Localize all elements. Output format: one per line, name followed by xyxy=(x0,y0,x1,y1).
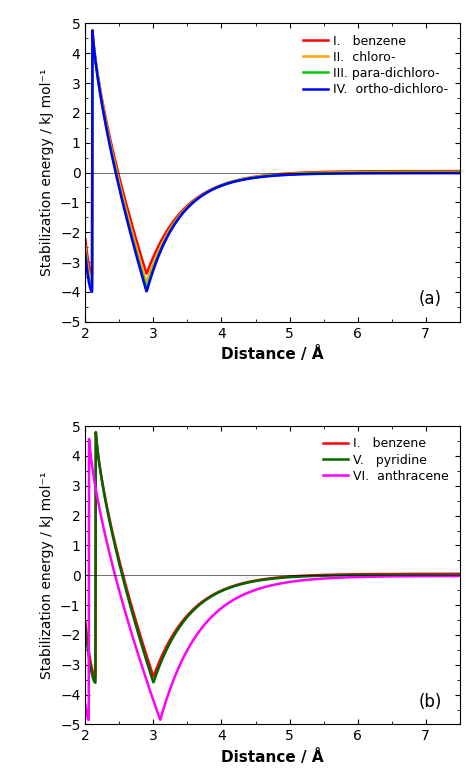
IV.  ortho-dichloro- xyxy=(375,168,381,178)
VI.  anthracene xyxy=(86,435,92,444)
VI.  anthracene xyxy=(375,572,381,581)
Y-axis label: Stabilization energy / kJ mol⁻¹: Stabilization energy / kJ mol⁻¹ xyxy=(40,471,55,679)
VI.  anthracene xyxy=(121,604,127,613)
I.   benzene xyxy=(340,167,346,176)
III. para-dichloro- xyxy=(82,248,88,257)
I.   benzene xyxy=(457,569,463,579)
VI.  anthracene xyxy=(248,587,254,596)
IV.  ortho-dichloro- xyxy=(89,287,95,297)
II.  chloro- xyxy=(90,26,95,35)
II.  chloro- xyxy=(121,198,127,207)
III. para-dichloro- xyxy=(382,168,388,178)
V.   pyridine xyxy=(248,577,254,587)
II.  chloro- xyxy=(340,167,346,177)
Line: V.   pyridine: V. pyridine xyxy=(85,432,460,682)
I.   benzene xyxy=(89,270,95,279)
IV.  ortho-dichloro- xyxy=(235,176,240,185)
IV.  ortho-dichloro- xyxy=(340,169,346,178)
Line: III. para-dichloro-: III. para-dichloro- xyxy=(85,30,460,289)
I.   benzene xyxy=(235,175,240,185)
III. para-dichloro- xyxy=(457,168,463,178)
V.   pyridine xyxy=(235,580,240,590)
V.   pyridine xyxy=(121,579,127,588)
V.   pyridine xyxy=(92,678,98,687)
I.   benzene xyxy=(375,569,381,579)
Line: VI.  anthracene: VI. anthracene xyxy=(85,439,460,720)
IV.  ortho-dichloro- xyxy=(121,204,127,213)
Line: II.  chloro-: II. chloro- xyxy=(85,30,460,283)
I.   benzene xyxy=(340,569,346,579)
I.   benzene xyxy=(92,672,98,682)
III. para-dichloro- xyxy=(235,176,240,185)
IV.  ortho-dichloro- xyxy=(457,168,463,178)
II.  chloro- xyxy=(457,167,463,177)
II.  chloro- xyxy=(382,167,388,177)
IV.  ortho-dichloro- xyxy=(82,250,88,259)
I.   benzene xyxy=(248,173,254,182)
V.   pyridine xyxy=(375,570,381,580)
X-axis label: Distance / Å: Distance / Å xyxy=(221,346,324,362)
I.   benzene xyxy=(235,580,240,590)
I.   benzene xyxy=(121,575,127,584)
II.  chloro- xyxy=(89,278,95,287)
I.   benzene xyxy=(93,428,99,437)
V.   pyridine xyxy=(340,570,346,580)
I.   benzene xyxy=(248,576,254,586)
IV.  ortho-dichloro- xyxy=(90,26,95,35)
Legend: I.   benzene, V.   pyridine, VI.  anthracene: I. benzene, V. pyridine, VI. anthracene xyxy=(318,432,454,488)
IV.  ortho-dichloro- xyxy=(248,174,254,183)
VI.  anthracene xyxy=(340,573,346,582)
I.   benzene xyxy=(382,569,388,579)
I.   benzene xyxy=(457,167,463,176)
III. para-dichloro- xyxy=(340,168,346,178)
Line: IV.  ortho-dichloro-: IV. ortho-dichloro- xyxy=(85,30,460,292)
Text: (a): (a) xyxy=(419,290,442,308)
VI.  anthracene xyxy=(86,715,91,724)
II.  chloro- xyxy=(82,242,88,252)
V.   pyridine xyxy=(457,570,463,580)
V.   pyridine xyxy=(82,622,88,632)
VI.  anthracene xyxy=(382,572,388,581)
II.  chloro- xyxy=(375,167,381,177)
II.  chloro- xyxy=(248,173,254,182)
I.   benzene xyxy=(90,26,95,35)
X-axis label: Distance / Å: Distance / Å xyxy=(221,749,324,765)
VI.  anthracene xyxy=(235,593,240,602)
V.   pyridine xyxy=(93,428,99,437)
III. para-dichloro- xyxy=(89,284,95,294)
III. para-dichloro- xyxy=(375,168,381,178)
Line: I.   benzene: I. benzene xyxy=(85,30,460,274)
III. para-dichloro- xyxy=(121,203,127,212)
II.  chloro- xyxy=(235,176,240,185)
V.   pyridine xyxy=(382,570,388,580)
I.   benzene xyxy=(382,167,388,176)
VI.  anthracene xyxy=(457,571,463,580)
Y-axis label: Stabilization energy / kJ mol⁻¹: Stabilization energy / kJ mol⁻¹ xyxy=(40,69,55,277)
IV.  ortho-dichloro- xyxy=(382,168,388,178)
Legend: I.   benzene, II.  chloro-, III. para-dichloro-, IV.  ortho-dichloro-: I. benzene, II. chloro-, III. para-dichl… xyxy=(299,30,454,101)
I.   benzene xyxy=(82,618,88,627)
VI.  anthracene xyxy=(82,700,88,709)
I.   benzene xyxy=(375,167,381,176)
III. para-dichloro- xyxy=(248,173,254,182)
Text: (b): (b) xyxy=(419,693,442,710)
I.   benzene xyxy=(82,234,88,244)
I.   benzene xyxy=(121,192,127,202)
III. para-dichloro- xyxy=(90,26,95,35)
Line: I.   benzene: I. benzene xyxy=(85,432,460,677)
